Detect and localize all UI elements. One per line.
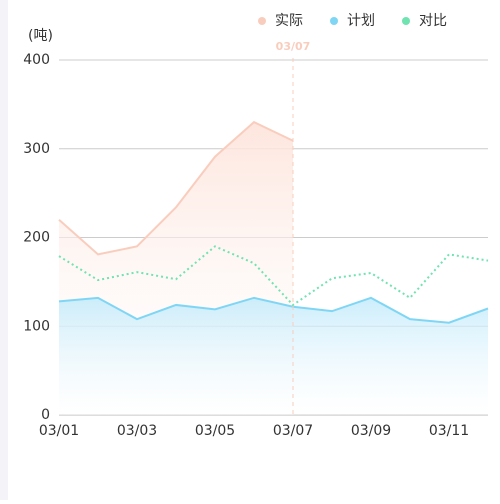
y-tick-label: 400 [23,52,50,68]
x-tick-label: 03/07 [273,423,313,439]
legend-label: 计划 [347,13,375,29]
y-tick-label: 200 [23,230,50,246]
series-line [58,296,489,324]
y-axis-label: (吨) [28,28,53,44]
x-tick-label: 03/03 [117,423,157,439]
legend-label: 对比 [419,13,447,29]
pointer-label: 03/07 [276,40,311,53]
x-tick-label: 03/01 [39,423,79,439]
x-tick-label: 03/05 [195,423,235,439]
x-tick-label: 03/11 [429,423,469,439]
legend-marker [330,17,338,25]
series-line [58,120,294,256]
legend-marker [258,17,266,25]
x-tick-label: 03/09 [351,423,391,439]
series-area [59,297,488,415]
y-tick-label: 300 [23,141,50,157]
legend-marker [402,17,410,25]
y-tick-label: 100 [23,318,50,334]
y-tick-label: 0 [41,407,50,423]
legend-label: 实际 [275,13,303,29]
side-strip [0,0,8,500]
